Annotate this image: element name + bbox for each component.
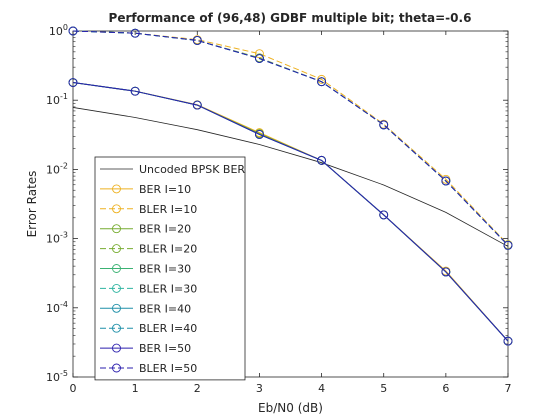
legend-label: BLER I=10	[139, 203, 197, 216]
data-point	[68, 78, 78, 87]
series-0	[72, 107, 509, 247]
data-point	[192, 100, 202, 110]
data-point	[192, 36, 202, 45]
x-tick-label: 6	[442, 382, 449, 395]
legend-label: BER I=10	[139, 183, 191, 196]
x-tick-label: 3	[256, 382, 263, 395]
data-point	[379, 120, 389, 130]
x-tick-label: 5	[380, 382, 387, 395]
y-axis-label: Error Rates	[25, 171, 39, 238]
legend-marker	[112, 283, 121, 293]
legend: Uncoded BPSK BER BER I=10 BLER I=10 BER I=2…	[94, 156, 246, 381]
legend-entry: BER I=20	[100, 223, 191, 236]
legend-entry: BLER I=20	[100, 243, 197, 256]
legend-entry: BER I=40	[100, 302, 191, 315]
legend-marker	[112, 343, 121, 353]
x-axis-label: Eb/N0 (dB)	[258, 401, 323, 415]
x-tick-label: 4	[318, 382, 325, 395]
data-point	[317, 77, 327, 87]
legend-entry: BER I=30	[100, 263, 191, 276]
data-point	[254, 54, 264, 63]
data-point	[317, 155, 327, 165]
legend-label: BER I=20	[139, 223, 191, 236]
y-tick-label: 10-3	[46, 231, 68, 246]
series-line	[72, 82, 509, 342]
data-point	[130, 86, 140, 96]
legend-marker	[112, 363, 121, 373]
legend-marker	[112, 204, 121, 214]
data-point	[441, 267, 451, 277]
y-axis-ticks: 100 10-1 10-2 10-3 10-4 10-5	[46, 23, 508, 384]
legend-marker	[112, 264, 121, 273]
legend-marker	[112, 303, 121, 313]
legend-label: BLER I=40	[139, 322, 197, 335]
legend-entry: BER I=10	[100, 183, 191, 196]
series-9	[68, 78, 513, 346]
legend-label: BER I=50	[139, 342, 191, 355]
legend-entry: BLER I=10	[100, 203, 197, 216]
chart-title: Performance of (96,48) GDBF multiple bit…	[109, 11, 472, 25]
legend-marker	[112, 323, 121, 333]
legend-label: BER I=30	[139, 263, 191, 276]
data-point	[254, 129, 264, 139]
y-tick-label: 10-1	[46, 92, 68, 107]
data-point	[68, 26, 78, 36]
x-tick-label: 2	[194, 382, 201, 395]
legend-entry: BLER I=50	[100, 362, 197, 375]
legend-entry: BER I=50	[100, 342, 191, 355]
legend-label: BLER I=30	[139, 282, 197, 295]
data-point	[317, 74, 327, 84]
series-layer	[68, 26, 513, 346]
legend-label: BLER I=20	[139, 243, 197, 256]
data-point	[503, 336, 513, 346]
x-tick-label: 1	[132, 382, 139, 395]
legend-label: BLER I=50	[139, 362, 197, 375]
y-tick-label: 100	[49, 23, 68, 38]
series-line	[72, 107, 509, 247]
legend-marker	[112, 224, 121, 234]
series-10	[68, 26, 513, 250]
y-tick-label: 10-2	[46, 161, 68, 176]
legend-label: BER I=40	[139, 302, 191, 315]
legend-entry: Uncoded BPSK BER	[100, 163, 245, 176]
legend-entry: BLER I=40	[100, 322, 197, 335]
y-tick-label: 10-5	[46, 369, 68, 384]
data-point	[503, 240, 513, 250]
data-point	[130, 28, 140, 38]
series-line	[72, 30, 509, 246]
legend-entry: BLER I=30	[100, 282, 197, 295]
data-point	[441, 176, 451, 186]
x-tick-label: 7	[505, 382, 512, 395]
legend-label: Uncoded BPSK BER	[139, 163, 245, 176]
legend-marker	[112, 184, 121, 194]
y-tick-label: 10-4	[46, 300, 68, 315]
legend-marker	[112, 244, 121, 254]
x-tick-label: 0	[70, 382, 77, 395]
data-point	[379, 210, 389, 220]
